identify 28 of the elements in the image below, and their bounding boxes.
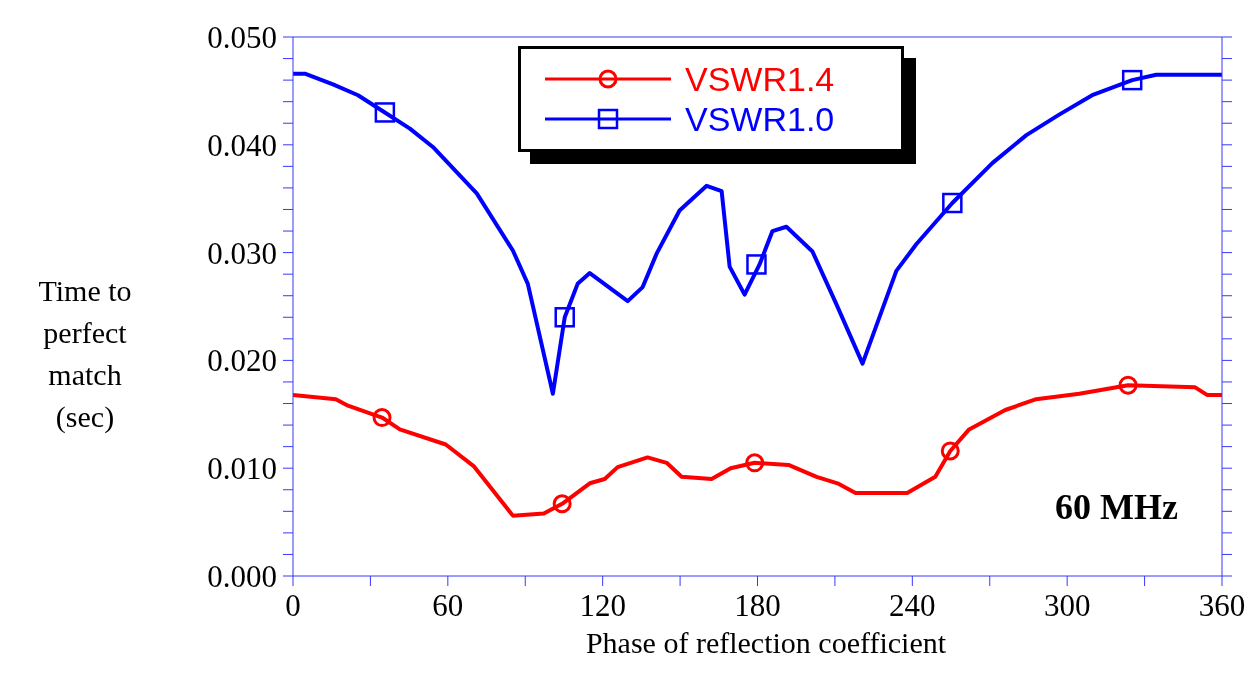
y-tick-label: 0.000 — [207, 559, 277, 595]
point — [746, 254, 767, 275]
point — [372, 408, 392, 428]
x-tick-label: 0 — [285, 588, 301, 624]
point — [1121, 69, 1143, 91]
y-tick-label: 0.040 — [207, 127, 277, 163]
x-tick-label: 180 — [734, 588, 781, 624]
point — [374, 102, 396, 123]
point — [942, 192, 963, 214]
x-tick-label: 120 — [579, 588, 626, 624]
y-tick-label: 0.010 — [207, 451, 277, 487]
point — [1118, 375, 1138, 395]
x-tick-label: 240 — [889, 588, 936, 624]
y-tick-label: 0.020 — [207, 343, 277, 379]
point — [745, 453, 765, 473]
y-axis-title: Time to perfect match (sec) — [37, 273, 133, 435]
y-tick-label: 0.050 — [207, 20, 277, 56]
point — [940, 441, 960, 461]
x-tick-label: 360 — [1198, 588, 1246, 624]
x-axis-title: Phase of reflection coefficient — [584, 626, 948, 660]
point — [552, 494, 572, 514]
legend-label: VSWR1.0 — [685, 99, 835, 139]
legend-label: VSWR1.4 — [685, 59, 835, 99]
point — [554, 307, 575, 328]
y-tick-label: 0.030 — [207, 235, 277, 271]
x-tick-label: 300 — [1043, 588, 1091, 624]
x-tick-label: 60 — [432, 588, 464, 624]
annotation: 60 MHz — [1055, 486, 1178, 528]
